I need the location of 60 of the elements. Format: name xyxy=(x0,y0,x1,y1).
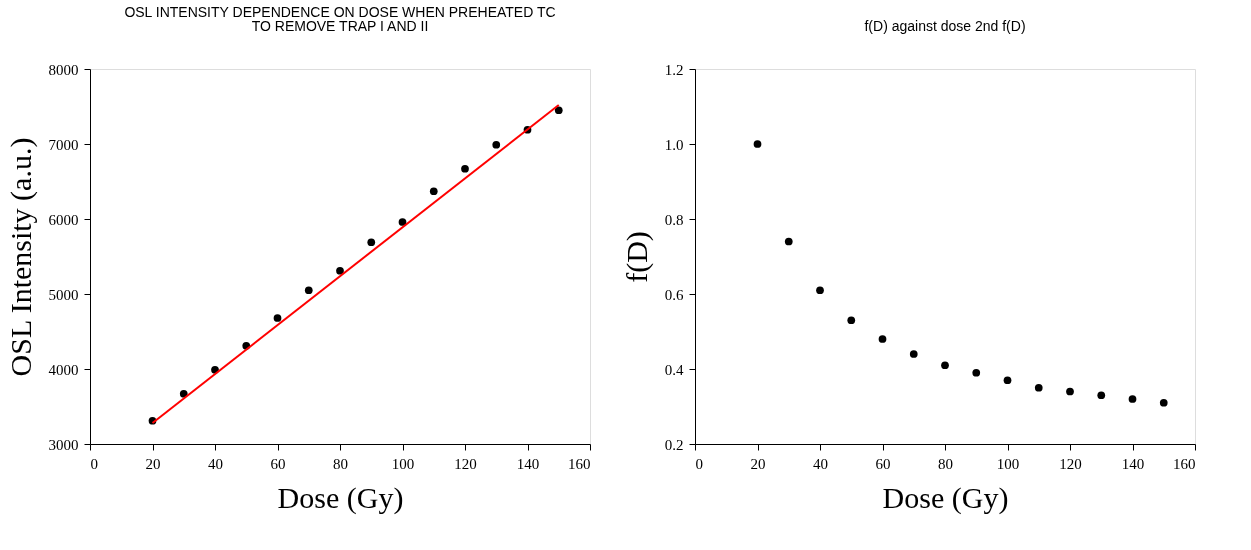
y-tick-label: 0.6 xyxy=(664,286,684,303)
y-tick-label: 3000 xyxy=(48,436,79,453)
y-tick-label: 7000 xyxy=(48,136,79,153)
point xyxy=(1128,395,1137,403)
point xyxy=(367,238,376,247)
x-tick-label: 120 xyxy=(1059,455,1082,472)
point xyxy=(1003,376,1012,385)
x-tick-label: 120 xyxy=(454,455,477,472)
y-tick-label: 8000 xyxy=(48,61,79,78)
point xyxy=(429,187,438,196)
x-tick-label: 40 xyxy=(813,455,828,472)
point xyxy=(336,266,344,275)
chart-title: f(D) against dose 2nd f(D) xyxy=(864,18,1026,34)
point xyxy=(1097,391,1106,400)
x-tick-label: 160 xyxy=(568,455,591,472)
y-tick-label: 6000 xyxy=(48,211,79,228)
y-axis-title: OSL Intensity (a.u.) xyxy=(3,137,38,377)
x-tick-label: 140 xyxy=(516,455,540,472)
y-tick-label: 4000 xyxy=(48,361,79,378)
x-tick-label: 20 xyxy=(750,455,766,472)
x-tick-label: 80 xyxy=(333,455,348,472)
x-tick-label: 0 xyxy=(695,455,703,472)
point xyxy=(753,140,762,148)
y-tick-label: 0.4 xyxy=(664,361,684,378)
point xyxy=(492,140,501,149)
x-axis-title: Dose (Gy) xyxy=(882,480,1009,515)
x-tick-label: 40 xyxy=(208,455,223,472)
point xyxy=(273,314,282,322)
y-tick-label: 1.0 xyxy=(664,136,684,153)
point xyxy=(878,335,887,343)
point xyxy=(941,361,949,370)
y-axis-title: f(D) xyxy=(619,231,654,283)
point xyxy=(1159,398,1168,407)
x-tick-label: 60 xyxy=(270,455,286,472)
x-tick-label: 100 xyxy=(391,455,415,472)
x-tick-label: 140 xyxy=(1121,455,1145,472)
y-tick-label: 5000 xyxy=(48,286,79,303)
point xyxy=(847,316,856,325)
point xyxy=(909,350,918,358)
x-tick-label: 160 xyxy=(1173,455,1196,472)
x-axis-title: Dose (Gy) xyxy=(277,480,404,515)
point xyxy=(784,237,793,246)
point xyxy=(816,286,824,295)
point xyxy=(461,164,469,173)
chart-subtitle: TO REMOVE TRAP I AND II xyxy=(251,18,429,34)
point xyxy=(304,286,313,295)
x-tick-label: 0 xyxy=(90,455,98,472)
y-tick-label: 0.8 xyxy=(664,211,684,228)
x-tick-label: 100 xyxy=(996,455,1020,472)
x-tick-label: 20 xyxy=(145,455,161,472)
point xyxy=(1034,383,1043,392)
chart-title: OSL INTENSITY DEPENDENCE ON DOSE WHEN PREHEATED TC xyxy=(124,4,556,20)
point xyxy=(554,106,563,115)
x-tick-label: 80 xyxy=(938,455,953,472)
point xyxy=(398,218,407,226)
point xyxy=(972,368,981,377)
y-tick-label: 1.2 xyxy=(664,61,684,78)
point xyxy=(1066,387,1074,396)
y-tick-label: 0.2 xyxy=(664,436,684,453)
x-tick-label: 60 xyxy=(875,455,891,472)
